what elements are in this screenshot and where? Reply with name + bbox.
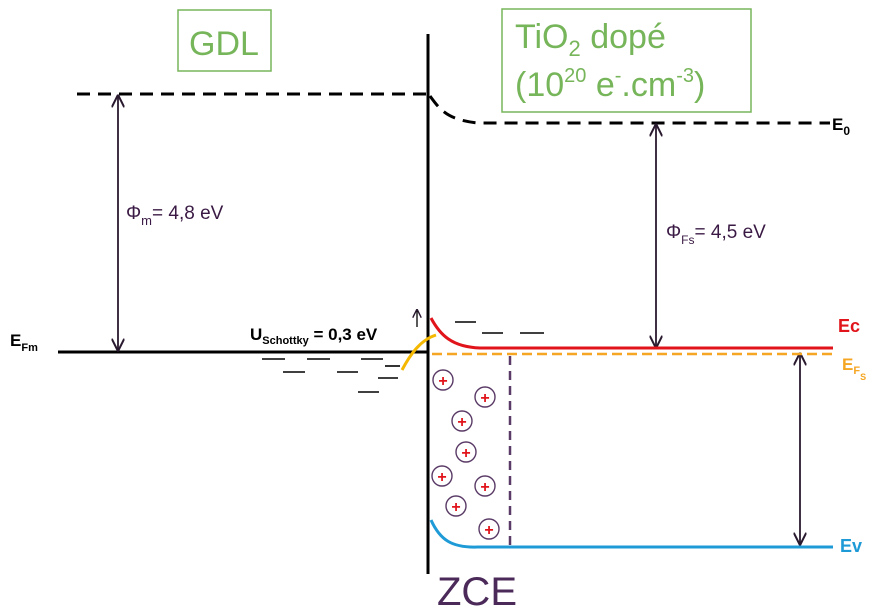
svg-text:+: + <box>438 373 447 390</box>
metal-label: GDL <box>189 25 259 63</box>
svg-text:+: + <box>461 445 470 462</box>
valence-band <box>429 519 833 549</box>
phi-fs-label: ΦFs= 4,5 eV <box>666 222 766 247</box>
svg-text:+: + <box>451 499 460 516</box>
efm-label: EFm <box>10 331 38 354</box>
ionized-donors: + + + + + + + + <box>431 369 500 540</box>
svg-text:+: + <box>437 469 446 486</box>
efs-label: EFS <box>842 355 866 382</box>
phi-m-label: Φm= 4,8 eV <box>126 203 224 228</box>
svg-text:+: + <box>484 522 493 539</box>
conduction-band <box>429 317 833 350</box>
metal-label-box <box>177 9 272 72</box>
svg-text:+: + <box>457 414 466 431</box>
ec-label: Ec <box>838 316 860 336</box>
svg-text:+: + <box>480 479 489 496</box>
semiconductor-label-box <box>501 8 752 113</box>
vacuum-level-semiconductor <box>428 95 830 125</box>
schottky-barrier-curve <box>400 333 437 371</box>
u-schottky-label: USchottky = 0,3 eV <box>250 325 378 347</box>
semiconductor-label-line2: (1020 e-.cm-3) <box>515 65 705 104</box>
semiconductor-label-line1: TiO2 dopé <box>515 18 666 61</box>
e0-label: E0 <box>832 115 850 138</box>
electron-states <box>262 321 544 393</box>
zce-label: ZCE <box>437 570 517 610</box>
ev-label: Ev <box>840 536 862 556</box>
svg-text:+: + <box>480 390 489 407</box>
